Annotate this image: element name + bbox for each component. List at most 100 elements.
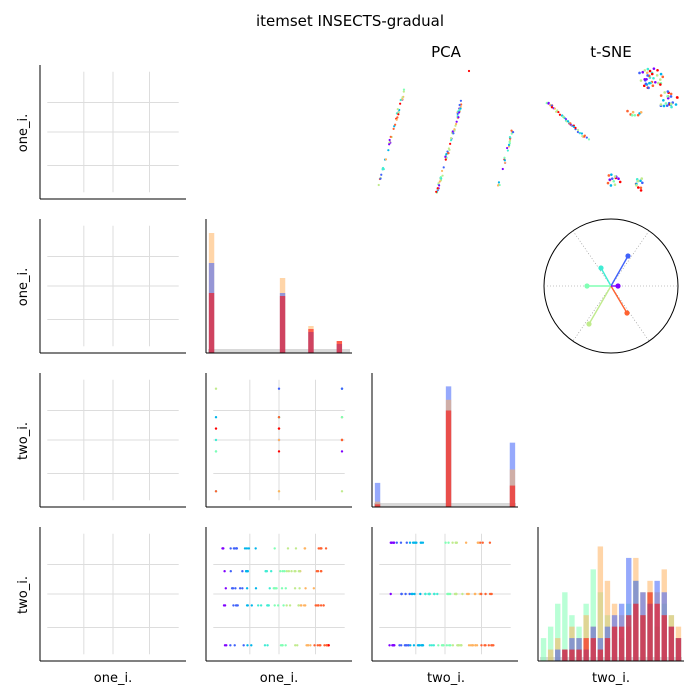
tsne-cluster-b-point-21	[675, 96, 679, 99]
scatter-r3c2-point-103	[406, 644, 410, 647]
tsne-cluster-d-point-9	[608, 178, 612, 181]
scatter-r3c1-point-3	[316, 644, 319, 647]
scatter-r3c2-point-114	[389, 592, 392, 596]
pca-streak-1-point-27	[395, 118, 398, 121]
scatter-r3c1-point-110	[294, 570, 297, 573]
pca-streak-2-point-67	[445, 153, 448, 156]
scatter-r3c2-point-59	[437, 644, 440, 647]
scatter-r3c2-point-44	[432, 592, 436, 596]
tsne-cluster-b-point-23	[669, 102, 673, 106]
scatter-r3c1-point-90	[288, 604, 292, 607]
col-label-3: two_i.	[427, 671, 465, 686]
row-label-1: one_i.	[16, 114, 31, 152]
circle-spoke-tip-3	[586, 321, 592, 327]
hist-two-b-bar-s2-8	[597, 638, 604, 661]
pca-streak-3-point-12	[503, 161, 507, 164]
tsne-cluster-a-point-24	[647, 86, 650, 90]
scatter-r3c2-point-83	[392, 541, 396, 544]
scatter-r3c2-point-28	[451, 644, 455, 647]
tsne-cluster-d-point-14	[613, 175, 617, 178]
scatter-r3c1-point-112	[319, 570, 323, 573]
scatter-r3c2-point-95	[465, 592, 469, 596]
scatter-r3c1-point-116	[243, 547, 247, 550]
scatter-r3c1-point-119	[222, 604, 226, 607]
pca-streak-2-point-52	[440, 169, 444, 173]
tsne-cluster-e-point-6	[639, 189, 643, 192]
tsne-cluster-e-point-8	[639, 179, 642, 183]
tsne-cluster-c-point-5	[636, 113, 640, 117]
scatter-r3c1-point-114	[223, 570, 226, 573]
pca-streak-1-point-22	[402, 88, 406, 91]
scatter-r3c1-point-80	[221, 547, 225, 550]
scatter-r3c1-point-13	[273, 547, 276, 550]
panels-layer	[39, 65, 684, 662]
scatter-r3c1-point-63	[322, 604, 325, 607]
hist-two-b-bar-s1-2	[555, 638, 561, 661]
circle-spoke-3	[588, 285, 612, 325]
scatter-r2c1-point-13	[340, 438, 344, 442]
scatter-r3c1-point-40	[242, 644, 245, 647]
scatter-r3c2-point-97	[418, 644, 421, 647]
scatter-r3c2-point-87	[477, 541, 480, 544]
pca-streak-3-point-17	[498, 183, 501, 187]
scatter-r3c2-point-119	[413, 541, 416, 544]
scatter-r3c1-point-93	[273, 587, 276, 590]
scatter-r3c1-point-102	[297, 604, 300, 607]
scatter-r3c2-point-81	[424, 592, 427, 596]
scatter-r3c1-point-122	[297, 570, 301, 573]
hist-two-b-bar-s3-11	[618, 626, 625, 661]
scatter-r3c2-point-75	[451, 541, 454, 544]
row-label-3: two_i.	[16, 422, 31, 460]
scatter-r3c1-point-73	[234, 587, 237, 590]
tsne-cluster-b-point-0	[670, 105, 673, 109]
tsne-cluster-b-point-8	[665, 104, 669, 107]
hist-two-bar-s2-19	[509, 485, 516, 507]
hist-two-b-bar-s1-9	[604, 580, 611, 661]
hist-two-b-bar-s3-5	[576, 649, 582, 661]
hist-one-bar-s2-0	[208, 293, 215, 353]
hist-two-bar-s0-0	[374, 482, 381, 507]
tsne-cluster-d-point-13	[613, 183, 617, 187]
pca-streak-3-point-14	[506, 146, 509, 150]
hist-two-b-bar-s3-13	[633, 603, 639, 661]
tsne-band-point-43	[578, 131, 582, 135]
pca-streak-1-point-35	[397, 113, 400, 116]
scatter-r3c2-point-19	[421, 541, 425, 544]
hist-two-b-bar-s3-19	[675, 638, 682, 661]
tsne-band-point-42	[574, 126, 577, 129]
scatter-r3c2-point-118	[453, 592, 457, 596]
tsne-cluster-b-point-14	[663, 91, 666, 94]
scatter-r3c1-point-15	[319, 604, 323, 607]
scatter-r3c2-point-7	[432, 644, 436, 647]
pca-streak-1-point-38	[397, 111, 400, 114]
tsne-cluster-a-point-11	[659, 72, 663, 76]
pca-streak-1-point-28	[388, 138, 391, 142]
tsne-cluster-a-point-2	[654, 80, 657, 84]
scatter-r3c1-point-18	[293, 587, 297, 590]
scatter-r3c2-point-77	[404, 592, 407, 596]
scatter-r3c1-point-6	[247, 547, 251, 550]
hist-two-b-bar-s3-14	[640, 615, 646, 661]
pca-streak-3-point-21	[503, 156, 506, 159]
tsne-band-point-47	[576, 128, 580, 132]
scatter-r3c2-point-63	[474, 592, 477, 596]
scatter-r3c2-point-34	[395, 541, 398, 544]
pca-streak-2-point-14	[454, 124, 457, 127]
scatter-r3c2-point-60	[475, 644, 479, 647]
tsne-cluster-b-point-17	[662, 104, 666, 108]
pca-streak-2-point-57	[438, 180, 441, 183]
tsne-cluster-d-point-3	[609, 184, 613, 187]
hist-two-b-bar-s3-4	[569, 649, 575, 661]
scatter-r3c1-point-78	[229, 644, 232, 647]
scatter-r3c2-point-110	[492, 644, 495, 647]
scatter-r3c1-point-79	[254, 587, 258, 590]
hist-two-b-bar-s3-17	[661, 615, 667, 661]
pca-streak-1-point-10	[394, 123, 397, 126]
scatter-r3c1-point-86	[282, 604, 285, 607]
hist-two-b-bar-s3-12	[626, 615, 632, 661]
scatter-r3c1-point-72	[320, 547, 323, 550]
scatter-r3c2-point-100	[483, 644, 486, 647]
hist-two-b-bar-s3-16	[654, 603, 660, 661]
pca-streak-1-point-25	[388, 143, 391, 146]
